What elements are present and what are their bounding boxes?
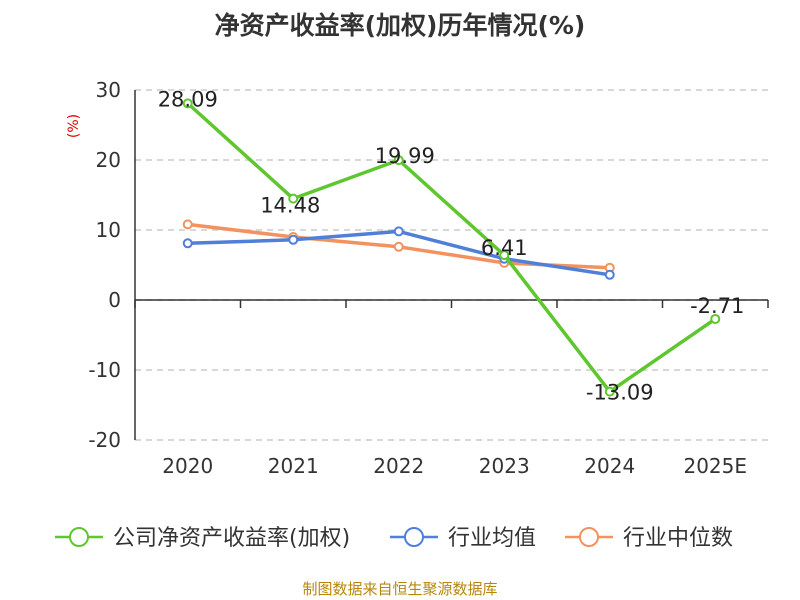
legend-marker [579, 527, 599, 547]
legend-label: 公司净资产收益率(加权) [113, 526, 350, 551]
x-tick-label: 2025E [683, 454, 747, 478]
y-tick-label: 20 [96, 148, 121, 172]
series-point [710, 313, 721, 324]
data-source-note: 制图数据来自恒生聚源数据库 [302, 580, 498, 598]
legend-label: 行业中位数 [623, 526, 733, 551]
series-line [187, 229, 611, 277]
data-label: -2.71 [690, 294, 744, 318]
y-tick-label: 30 [96, 78, 121, 102]
series-point [604, 269, 615, 280]
y-tick-label: 10 [96, 218, 121, 242]
series-point [604, 386, 615, 397]
legend-label: 行业均值 [448, 526, 536, 551]
x-tick-label: 2024 [584, 454, 635, 478]
x-tick-label: 2020 [162, 454, 213, 478]
series-point [393, 241, 404, 252]
series-point [393, 226, 404, 237]
series-point [182, 219, 193, 230]
data-label: -13.09 [586, 381, 654, 405]
series-point [288, 193, 299, 204]
data-label: 19.99 [375, 144, 435, 168]
series-point [288, 234, 299, 245]
x-tick-label: 2022 [373, 454, 424, 478]
legend-marker [404, 527, 424, 547]
y-axis-unit-label: (%) [66, 114, 82, 138]
data-label: 14.48 [260, 194, 320, 218]
y-tick-label: -20 [88, 428, 121, 452]
series-point [182, 98, 193, 109]
y-tick-label: 0 [108, 288, 121, 312]
series-point [393, 155, 404, 166]
series-line [186, 102, 717, 394]
data-label: 28.09 [158, 87, 218, 111]
series-point [182, 238, 193, 249]
data-label: 6.41 [481, 236, 528, 260]
series-point [499, 250, 510, 261]
legend-marker [69, 527, 89, 547]
x-tick-label: 2021 [268, 454, 319, 478]
x-tick-label: 2023 [479, 454, 530, 478]
chart-title: 净资产收益率(加权)历年情况(%) [214, 11, 586, 40]
y-tick-label: -10 [88, 358, 121, 382]
